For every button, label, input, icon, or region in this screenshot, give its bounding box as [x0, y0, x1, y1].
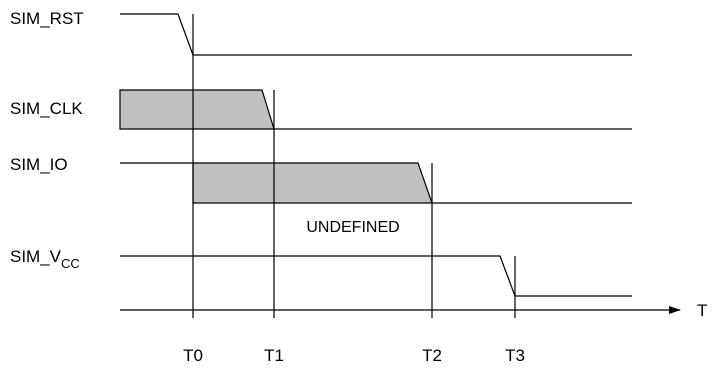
undefined-annotation: UNDEFINED: [306, 219, 399, 236]
sim-rst-waveform: [120, 13, 632, 56]
signal-label-sim-clk: SIM_CLK: [10, 99, 83, 118]
t2-label: T2: [422, 346, 442, 365]
signal-label-sim-rst: SIM_RST: [10, 9, 84, 28]
sim-vcc-waveform: [120, 255, 632, 297]
t3-label: T3: [505, 346, 525, 365]
t0-label: T0: [183, 346, 203, 365]
t1-label: T1: [264, 346, 284, 365]
time-axis-label: T: [697, 301, 707, 320]
signal-label-sim-vcc-base: SIM_V: [10, 247, 62, 266]
signal-label-sim-vcc: SIM_VCC: [10, 247, 80, 271]
signal-label-sim-io: SIM_IO: [10, 155, 68, 174]
signal-label-sim-vcc-subscript: CC: [61, 256, 80, 271]
sim-clk-undefined-region: [119, 89, 275, 130]
sim-io-undefined-region: [192, 162, 433, 204]
